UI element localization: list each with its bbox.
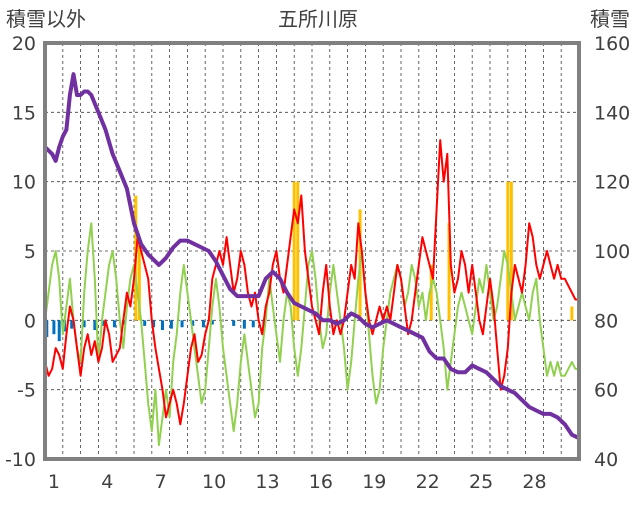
plot-frame [43, 41, 581, 461]
right-tick-label: 100 [594, 241, 630, 263]
precipitation-bar [506, 181, 510, 321]
x-tick-label: 1 [48, 471, 60, 493]
precipitation-bar [137, 237, 141, 321]
x-tick-label: 10 [202, 471, 226, 493]
series-line-temperature [44, 139, 580, 426]
sunshine-bar [102, 320, 106, 326]
sunshine-bar [52, 320, 56, 335]
sunshine-bar [201, 320, 205, 328]
left-tick-label: 20 [12, 33, 36, 55]
line-layer [43, 72, 581, 447]
sunshine-bar [169, 320, 173, 329]
left-tick-label: 15 [12, 102, 36, 124]
x-tick-label: 4 [101, 471, 113, 493]
axis-layer: -10 -5 0 5 10 15 20 40 60 80 100 120 140 160 1 4 7 10 13 16… [5, 33, 630, 493]
x-tick-label: 25 [469, 471, 493, 493]
x-tick-label: 19 [362, 471, 386, 493]
chart-title: 五所川原 [278, 7, 358, 31]
series-line-green-series [44, 222, 580, 447]
sunshine-bar [112, 320, 116, 328]
right-tick-label: 120 [594, 172, 630, 194]
right-axis-label: 積雪 [590, 7, 630, 31]
sunshine-bar [180, 320, 184, 328]
precipitation-bar [296, 181, 300, 321]
right-tick-label: 40 [594, 449, 618, 471]
sunshine-bar [82, 320, 86, 328]
left-tick-label: 10 [12, 172, 36, 194]
x-tick-label: 16 [309, 471, 333, 493]
sunshine-bar [93, 320, 97, 331]
sunshine-bar [160, 320, 164, 331]
series-line-snow-depth [43, 72, 581, 441]
sunshine-bar [251, 320, 255, 328]
sunshine-bar [210, 320, 214, 325]
right-tick-label: 60 [594, 380, 618, 402]
precipitation-bar [429, 264, 433, 321]
precipitation-bar [447, 223, 451, 321]
sunshine-bar [143, 320, 147, 326]
sunshine-bar [242, 320, 246, 329]
left-tick-label: 5 [24, 241, 36, 263]
left-tick-label: -5 [17, 380, 36, 402]
x-tick-label: 22 [416, 471, 440, 493]
precipitation-bar [292, 181, 296, 321]
sunshine-bar [57, 320, 61, 342]
sunshine-bar [152, 320, 156, 328]
precipitation-bar [570, 306, 574, 321]
x-tick-label: 13 [255, 471, 279, 493]
right-tick-label: 80 [594, 310, 618, 332]
x-tick-label: 28 [522, 471, 546, 493]
right-tick-label: 160 [594, 33, 630, 55]
left-tick-label: -10 [5, 449, 36, 471]
left-axis-label: 積雪以外 [6, 7, 86, 31]
precipitation-bar [509, 181, 513, 321]
sunshine-bar [191, 320, 195, 326]
right-tick-label: 140 [594, 102, 630, 124]
left-tick-label: 0 [24, 310, 36, 332]
sunshine-bar [70, 320, 74, 329]
sunshine-bar [232, 320, 236, 326]
x-tick-label: 7 [155, 471, 167, 493]
